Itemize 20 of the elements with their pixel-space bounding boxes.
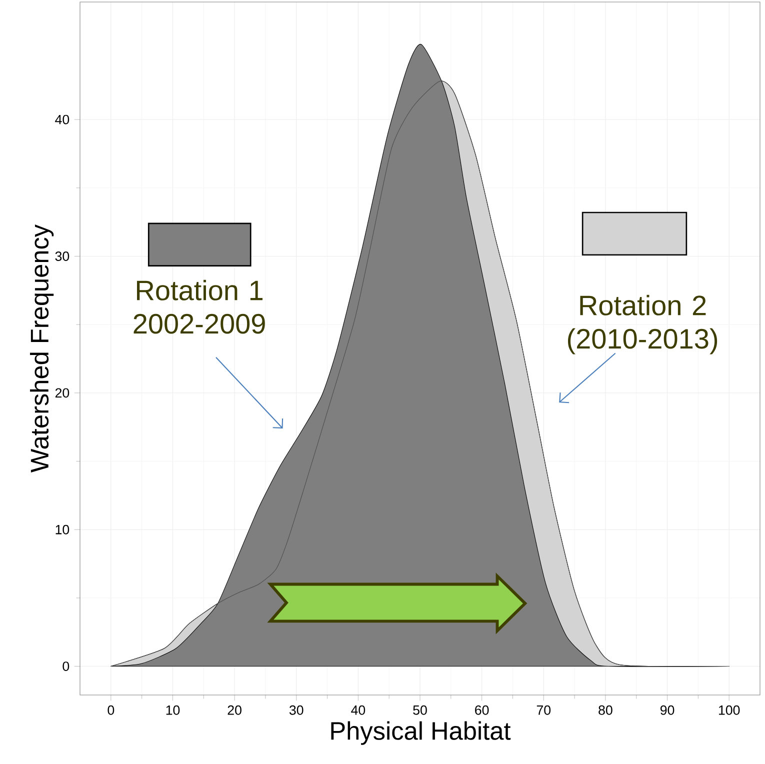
x-tick-label: 50 (413, 705, 427, 715)
x-tick-label: 80 (598, 705, 612, 715)
x-tick-label: 90 (660, 705, 674, 715)
series-label: Rotation 2 (2010-2013) (568, 294, 718, 354)
x-tick-label: 30 (289, 705, 304, 715)
x-axis-title: Physical Habitat (331, 721, 511, 745)
x-tick-label: 70 (536, 705, 551, 715)
x-tick-label: 20 (228, 705, 242, 715)
y-axis-title: Watershed Frequency (30, 224, 54, 473)
x-tick-label: 0 (108, 705, 114, 715)
y-tick-label: 30 (55, 252, 70, 261)
x-tick-label: 10 (166, 705, 180, 715)
x-tick-label: 100 (718, 705, 740, 715)
y-tick-label: 10 (56, 524, 70, 534)
x-tick-label: 60 (475, 705, 489, 715)
x-tick-label: 40 (351, 705, 366, 715)
y-tick-label: 0 (62, 662, 70, 671)
legend-label: Rotation 1 2002-2009 (134, 280, 265, 334)
y-tick-label: 40 (55, 114, 70, 124)
y-tick-label: 20 (55, 388, 70, 398)
